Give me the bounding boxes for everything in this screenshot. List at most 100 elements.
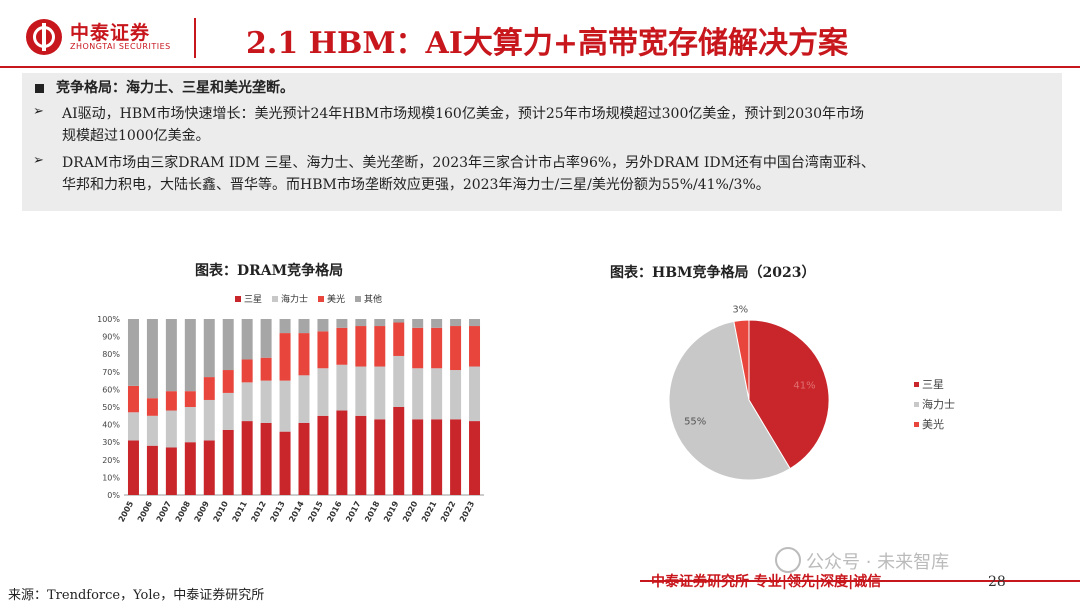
header-divider <box>194 18 196 58</box>
legend-swatch <box>235 296 241 302</box>
bar-segment <box>165 319 177 392</box>
watermark: 公众号 · 未来智库 <box>806 552 950 573</box>
x-tick-label: 2013 <box>268 500 286 524</box>
bar-segment <box>393 319 405 323</box>
bar-segment <box>127 412 139 441</box>
bar-segment <box>469 366 481 422</box>
bar-segment <box>317 331 329 369</box>
bar-segment <box>146 319 158 399</box>
footer-slogan: 中泰证券研究所 专业|领先|深度|诚信 <box>651 574 882 590</box>
bar-segment <box>450 319 462 327</box>
bar-segment <box>374 419 386 495</box>
bar-segment <box>184 407 196 443</box>
bar-segment <box>336 410 348 495</box>
page-number: 28 <box>988 574 1006 590</box>
x-tick-label: 2022 <box>439 500 457 524</box>
x-tick-label: 2012 <box>249 500 267 524</box>
bar-segment <box>260 319 272 358</box>
bar-segment <box>279 333 291 381</box>
x-tick-label: 2021 <box>420 499 439 523</box>
x-tick-label: 2020 <box>401 499 420 523</box>
legend-swatch <box>355 296 361 302</box>
x-tick-label: 2016 <box>325 499 344 523</box>
y-tick-label: 70% <box>102 368 120 377</box>
bar-segment <box>298 422 310 495</box>
bar-segment <box>241 382 253 422</box>
legend-swatch <box>914 382 919 387</box>
bar-segment <box>279 431 291 495</box>
pie-slice <box>668 320 791 481</box>
bar-segment <box>355 319 367 327</box>
y-tick-label: 90% <box>102 333 120 342</box>
bar-segment <box>317 368 329 416</box>
y-tick-label: 20% <box>102 456 120 465</box>
bar-segment <box>279 319 291 334</box>
legend-swatch <box>914 422 919 427</box>
bar-segment <box>374 366 386 420</box>
arrow-bullet-icon: ➢ <box>33 153 44 168</box>
bar-segment <box>469 319 481 327</box>
y-tick-label: 60% <box>102 385 120 394</box>
bar-chart-title: 图表：DRAM竞争格局 <box>195 263 344 279</box>
bar-segment <box>317 319 329 332</box>
bar-segment <box>298 333 310 376</box>
dram-bar-chart: 三星 海力士 美光 其他 0% 10% 20% 30% 40% 50% 60% 70% 80% 90% 10… <box>97 293 484 524</box>
bar-segment <box>222 429 234 495</box>
legend-swatch <box>318 296 324 302</box>
bar-segment <box>260 380 272 423</box>
bar-segment <box>222 370 234 393</box>
pie-data-label: 3% <box>732 304 748 315</box>
bar-segment <box>431 419 443 495</box>
x-tick-label: 2005 <box>117 499 136 523</box>
bar-segment <box>127 319 139 386</box>
bar-segment <box>469 421 481 495</box>
bar-segment <box>222 319 234 371</box>
bar-segment <box>184 391 196 407</box>
bar-segment <box>203 399 215 441</box>
bar-segment <box>469 326 481 367</box>
pie-slice <box>733 319 750 401</box>
bar-segment <box>298 319 310 334</box>
bullet-1-line-2: 规模超过1000亿美金。 <box>62 128 210 144</box>
y-tick-label: 10% <box>102 473 120 482</box>
bar-segment <box>203 319 215 378</box>
bar-segment <box>412 327 424 369</box>
y-tick-label: 40% <box>102 421 120 430</box>
bar-segment <box>184 442 196 495</box>
pie-data-label: 41% <box>793 381 815 392</box>
bar-segment <box>412 319 424 328</box>
bar-segment <box>165 391 177 411</box>
bar-segment <box>450 419 462 495</box>
legend-swatch <box>914 402 919 407</box>
bar-segment <box>127 385 139 413</box>
bar-segment <box>317 415 329 495</box>
x-tick-label: 2008 <box>174 499 193 523</box>
bar-segment <box>336 319 348 328</box>
header-rule <box>0 66 1080 68</box>
bar-segment <box>412 368 424 420</box>
bar-segment <box>260 357 272 381</box>
y-tick-label: 100% <box>97 315 120 324</box>
bar-segment <box>127 440 139 495</box>
bar-segment <box>165 447 177 495</box>
bullet-1-line-1: AI驱动，HBM市场快速增长：美光预计24年HBM市场规模160亿美金，预计25… <box>62 106 865 122</box>
logo-subtext: ZHONGTAI SECURITIES <box>70 42 171 51</box>
x-tick-label: 2017 <box>344 500 362 524</box>
x-tick-label: 2019 <box>382 499 401 523</box>
legend-label: 美光 <box>327 293 345 305</box>
x-tick-label: 2009 <box>193 499 212 523</box>
legend-label: 美光 <box>922 417 944 431</box>
x-tick-label: 2006 <box>136 499 155 523</box>
bar-segment <box>184 319 196 392</box>
x-tick-label: 2018 <box>363 499 382 523</box>
bar-segment <box>279 380 291 432</box>
bar-segment <box>146 445 158 495</box>
summary-box <box>22 73 1062 211</box>
legend-label: 三星 <box>244 294 262 305</box>
bar-segment <box>165 410 177 448</box>
bar-segment <box>355 415 367 495</box>
bar-segment <box>374 326 386 367</box>
summary-heading: 竞争格局：海力士、三星和美光垄断。 <box>56 80 294 96</box>
arrow-bullet-icon: ➢ <box>33 104 44 119</box>
